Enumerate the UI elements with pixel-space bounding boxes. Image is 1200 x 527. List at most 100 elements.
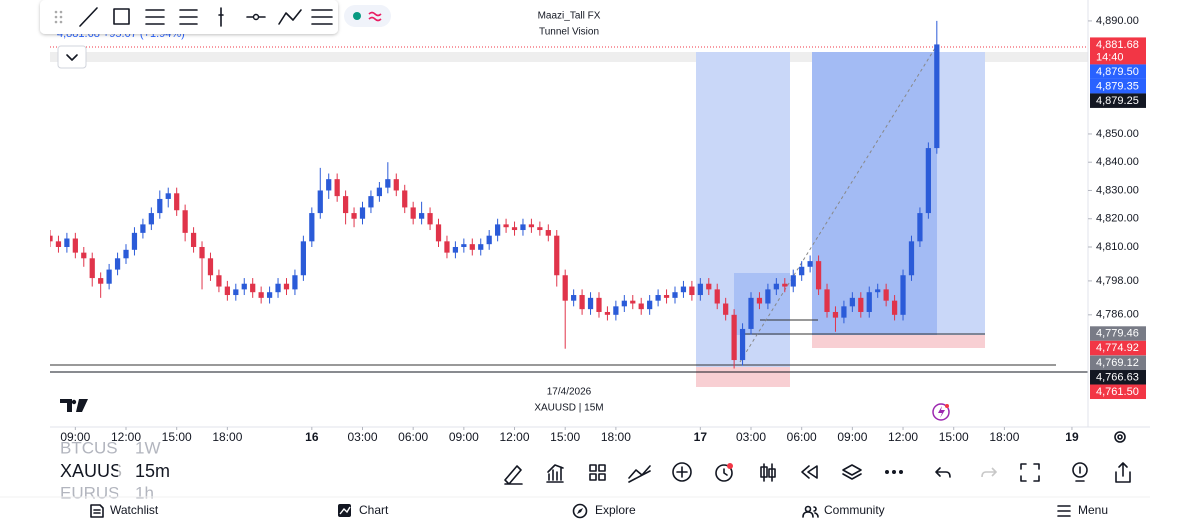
badge bbox=[727, 463, 733, 469]
rectangle-tool[interactable] bbox=[113, 8, 130, 25]
candle-body bbox=[883, 289, 889, 301]
position-stop-zone[interactable] bbox=[696, 367, 790, 387]
bottom-toolbar bbox=[504, 462, 1131, 485]
redo-button[interactable] bbox=[981, 467, 998, 478]
price-label-bg bbox=[1090, 370, 1146, 385]
y-tick-label: 4,890.00 bbox=[1096, 15, 1139, 27]
draw-button[interactable] bbox=[504, 465, 523, 485]
undo-button[interactable] bbox=[935, 467, 951, 478]
x-tick-label: 09:00 bbox=[449, 430, 479, 444]
x-tick-label: 12:00 bbox=[500, 430, 530, 444]
x-tick-label: 16 bbox=[305, 430, 319, 444]
candle-body bbox=[368, 196, 374, 208]
nav-item[interactable]: Explore bbox=[595, 503, 636, 517]
vertical-line-tool[interactable] bbox=[218, 7, 224, 27]
drawing-toolbar bbox=[40, 0, 391, 34]
position-fill-zone bbox=[812, 52, 937, 335]
idea-button[interactable] bbox=[1072, 462, 1088, 478]
symbol: EURUS bbox=[60, 483, 120, 502]
compass-needle bbox=[577, 508, 583, 514]
date-label: 17/4/2026 bbox=[547, 387, 592, 398]
plot-area[interactable] bbox=[47, 20, 1088, 387]
bottom-nav: Watchlist Chart Explore Community Menu bbox=[0, 496, 1150, 519]
collapse-button[interactable] bbox=[57, 45, 87, 69]
price-label: 4,881.68 bbox=[1096, 39, 1139, 51]
button-bg bbox=[57, 45, 87, 69]
nav-item[interactable]: Watchlist bbox=[110, 503, 159, 517]
candle-body bbox=[233, 289, 239, 296]
price-label: 4,779.46 bbox=[1096, 328, 1139, 340]
alert-button[interactable] bbox=[715, 464, 733, 482]
nav-item[interactable]: Menu bbox=[1078, 503, 1108, 517]
candle-body bbox=[55, 241, 62, 247]
layouts-button[interactable] bbox=[589, 464, 606, 481]
fullscreen-button[interactable] bbox=[1020, 463, 1040, 482]
candle-body bbox=[807, 261, 813, 267]
trend-line-tool[interactable] bbox=[79, 7, 98, 27]
candle-body bbox=[461, 244, 467, 247]
symbol-label: XAUUSD | 15M bbox=[534, 403, 603, 414]
alert-icon[interactable] bbox=[932, 403, 950, 421]
price-label: 4,761.50 bbox=[1096, 386, 1139, 398]
replay-button[interactable] bbox=[801, 465, 818, 479]
y-tick-label: 4,840.00 bbox=[1096, 156, 1139, 168]
path-tool[interactable] bbox=[278, 9, 302, 25]
price-label: 4,879.35 bbox=[1096, 80, 1139, 92]
more-button[interactable] bbox=[885, 470, 903, 474]
more-tools[interactable] bbox=[311, 9, 333, 25]
x-tick-label: 18:00 bbox=[601, 430, 631, 444]
tv-logo bbox=[60, 399, 88, 412]
menu-icon bbox=[1057, 505, 1071, 517]
indicators-button[interactable] bbox=[546, 464, 564, 483]
candle-body bbox=[790, 275, 796, 287]
explore-icon bbox=[572, 503, 588, 519]
fib-tool[interactable] bbox=[179, 9, 198, 25]
candle-body bbox=[723, 303, 729, 315]
add-button[interactable] bbox=[672, 462, 692, 482]
parallel-tool[interactable] bbox=[145, 9, 165, 25]
y-tick-label: 4,798.00 bbox=[1096, 275, 1139, 287]
candle-body bbox=[503, 224, 509, 228]
x-tick-label: 19 bbox=[1065, 430, 1079, 444]
candle-body bbox=[216, 275, 222, 287]
candle-body bbox=[427, 213, 433, 225]
price-label-bg bbox=[1090, 64, 1146, 79]
candle-body bbox=[486, 235, 492, 245]
watchlist-icon bbox=[90, 504, 104, 518]
candle-body bbox=[402, 190, 408, 208]
compare-button[interactable] bbox=[628, 465, 651, 483]
x-tick-label: 12:00 bbox=[111, 430, 141, 444]
settings-icon[interactable] bbox=[1114, 431, 1126, 443]
candle-body bbox=[207, 258, 214, 276]
indicator-pill[interactable] bbox=[344, 5, 391, 27]
candle-body bbox=[520, 224, 526, 231]
candle-body bbox=[410, 207, 416, 219]
candle-body bbox=[562, 275, 568, 301]
x-tick-label: 15:00 bbox=[550, 430, 580, 444]
symbol-list[interactable]: BTCUS 1W XAUUS 15m EURUS 1h bbox=[60, 438, 170, 502]
x-tick-label: 18:00 bbox=[989, 430, 1019, 444]
candle-body bbox=[89, 258, 95, 279]
nav-item[interactable]: Chart bbox=[359, 503, 389, 517]
candle-body bbox=[655, 295, 661, 301]
candle-body bbox=[672, 292, 678, 298]
position-stop-zone[interactable] bbox=[812, 335, 985, 348]
candle-body bbox=[419, 213, 425, 219]
candle-body bbox=[359, 207, 366, 219]
price-label: 4,774.92 bbox=[1096, 342, 1139, 354]
objects-button[interactable] bbox=[842, 464, 862, 480]
candle-body bbox=[528, 224, 535, 228]
drag-handle[interactable] bbox=[54, 10, 63, 24]
y-tick-label: 4,830.00 bbox=[1096, 184, 1139, 196]
share-button[interactable] bbox=[1115, 462, 1131, 483]
nav-item[interactable]: Community bbox=[824, 503, 885, 517]
x-tick-label: 06:00 bbox=[398, 430, 428, 444]
candle-body bbox=[342, 196, 349, 214]
candle-body bbox=[647, 300, 653, 310]
candle-body bbox=[621, 300, 627, 307]
candle-body bbox=[174, 193, 180, 211]
horizontal-line-handle bbox=[252, 13, 260, 21]
chart-type-button[interactable] bbox=[760, 463, 776, 482]
price-label-bg bbox=[1090, 355, 1146, 371]
symbol: BTCUS bbox=[60, 438, 118, 457]
